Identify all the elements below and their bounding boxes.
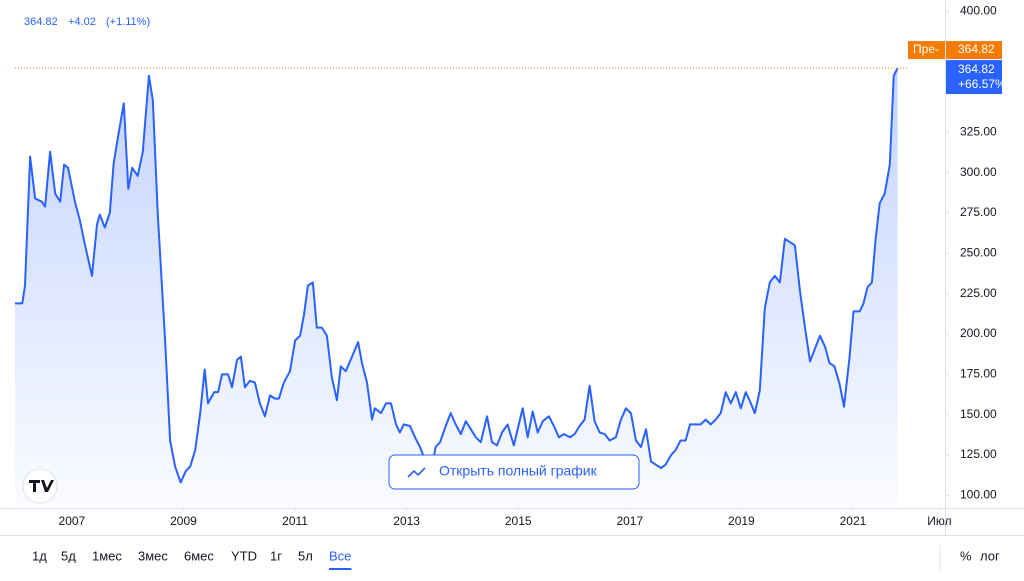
open-chart-button[interactable]: Открыть полный график — [388, 454, 640, 490]
pre-price-box — [946, 41, 1002, 60]
x-tick-label: 2021 — [840, 514, 867, 528]
y-tick-label: 175.00 — [960, 367, 997, 381]
log-toggle[interactable]: лог — [980, 548, 1000, 563]
x-tick-label: 2015 — [505, 514, 532, 528]
x-tick-label: 2013 — [393, 514, 420, 528]
area — [15, 68, 898, 508]
range-button[interactable]: 1д — [32, 548, 47, 563]
range-button[interactable]: 3мес — [138, 548, 168, 563]
range-button[interactable]: 6мес — [184, 548, 214, 563]
pre-price: 364.82 — [958, 42, 995, 56]
last-change-label: +66.57% — [958, 77, 1006, 91]
percent-toggle[interactable]: % — [960, 548, 972, 563]
x-tick-label: 2007 — [59, 514, 86, 528]
y-tick-label: 325.00 — [960, 124, 997, 138]
y-tick-label: 200.00 — [960, 326, 997, 340]
plot — [15, 67, 899, 508]
pre-label: Пре- — [913, 42, 939, 56]
x-tick-label: Июл — [927, 514, 951, 528]
y-tick-label: 275.00 — [960, 205, 997, 219]
y-tick-label: 250.00 — [960, 246, 997, 260]
range-button[interactable]: 1мес — [92, 548, 122, 563]
header-price: 364.82 — [24, 16, 58, 28]
open-chart-label[interactable]: Открыть полный график — [439, 463, 598, 479]
y-tick-label: 150.00 — [960, 407, 997, 421]
x-tick-label: 2017 — [616, 514, 643, 528]
x-tick-label: 2011 — [282, 514, 308, 528]
y-tick-label: 225.00 — [960, 286, 997, 300]
last-price-box — [946, 60, 1002, 95]
y-tick-label: 125.00 — [960, 447, 997, 461]
price-line — [15, 67, 899, 484]
header-change-pct: (+1.11%) — [106, 16, 150, 28]
x-tick-label: 2019 — [728, 514, 755, 528]
last-price-label: 364.82 — [958, 62, 995, 76]
y-tick-label: 100.00 — [960, 488, 997, 502]
header-change: +4.02 — [68, 16, 96, 28]
x-tick-label: 2009 — [170, 514, 197, 528]
range-button[interactable]: Все — [329, 548, 351, 563]
range-button[interactable]: 5л — [298, 548, 313, 563]
range-button[interactable]: YTD — [231, 548, 257, 563]
y-tick-label: 400.00 — [960, 3, 997, 17]
tv-logo — [22, 468, 58, 504]
range-button[interactable]: 1г — [270, 548, 282, 563]
pre-box — [908, 41, 945, 60]
range-button[interactable]: 5д — [61, 548, 76, 563]
y-tick-label: 300.00 — [960, 165, 997, 179]
